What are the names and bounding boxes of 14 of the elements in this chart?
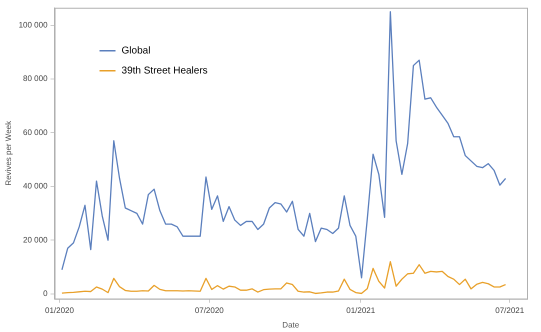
y-tick-label: 80 000 [23,74,48,84]
legend-label: 39th Street Healers [122,66,208,77]
legend-label: Global [122,46,150,57]
x-tick-label: 07/2020 [194,306,224,315]
x-axis-title: Date [282,320,300,330]
y-axis-title: Revives per Week [4,120,14,186]
y-tick-label: 20 000 [23,235,48,244]
x-tick-label: 07/2021 [495,306,525,315]
x-tick-label: 01/2020 [44,306,74,315]
x-tick-label: 01/2021 [346,306,376,315]
y-tick-label: 60 000 [23,128,48,137]
y-tick-label: 40 000 [23,182,48,191]
y-tick-label: 100 000 [18,20,48,30]
y-tick-label: 0 [43,289,48,298]
